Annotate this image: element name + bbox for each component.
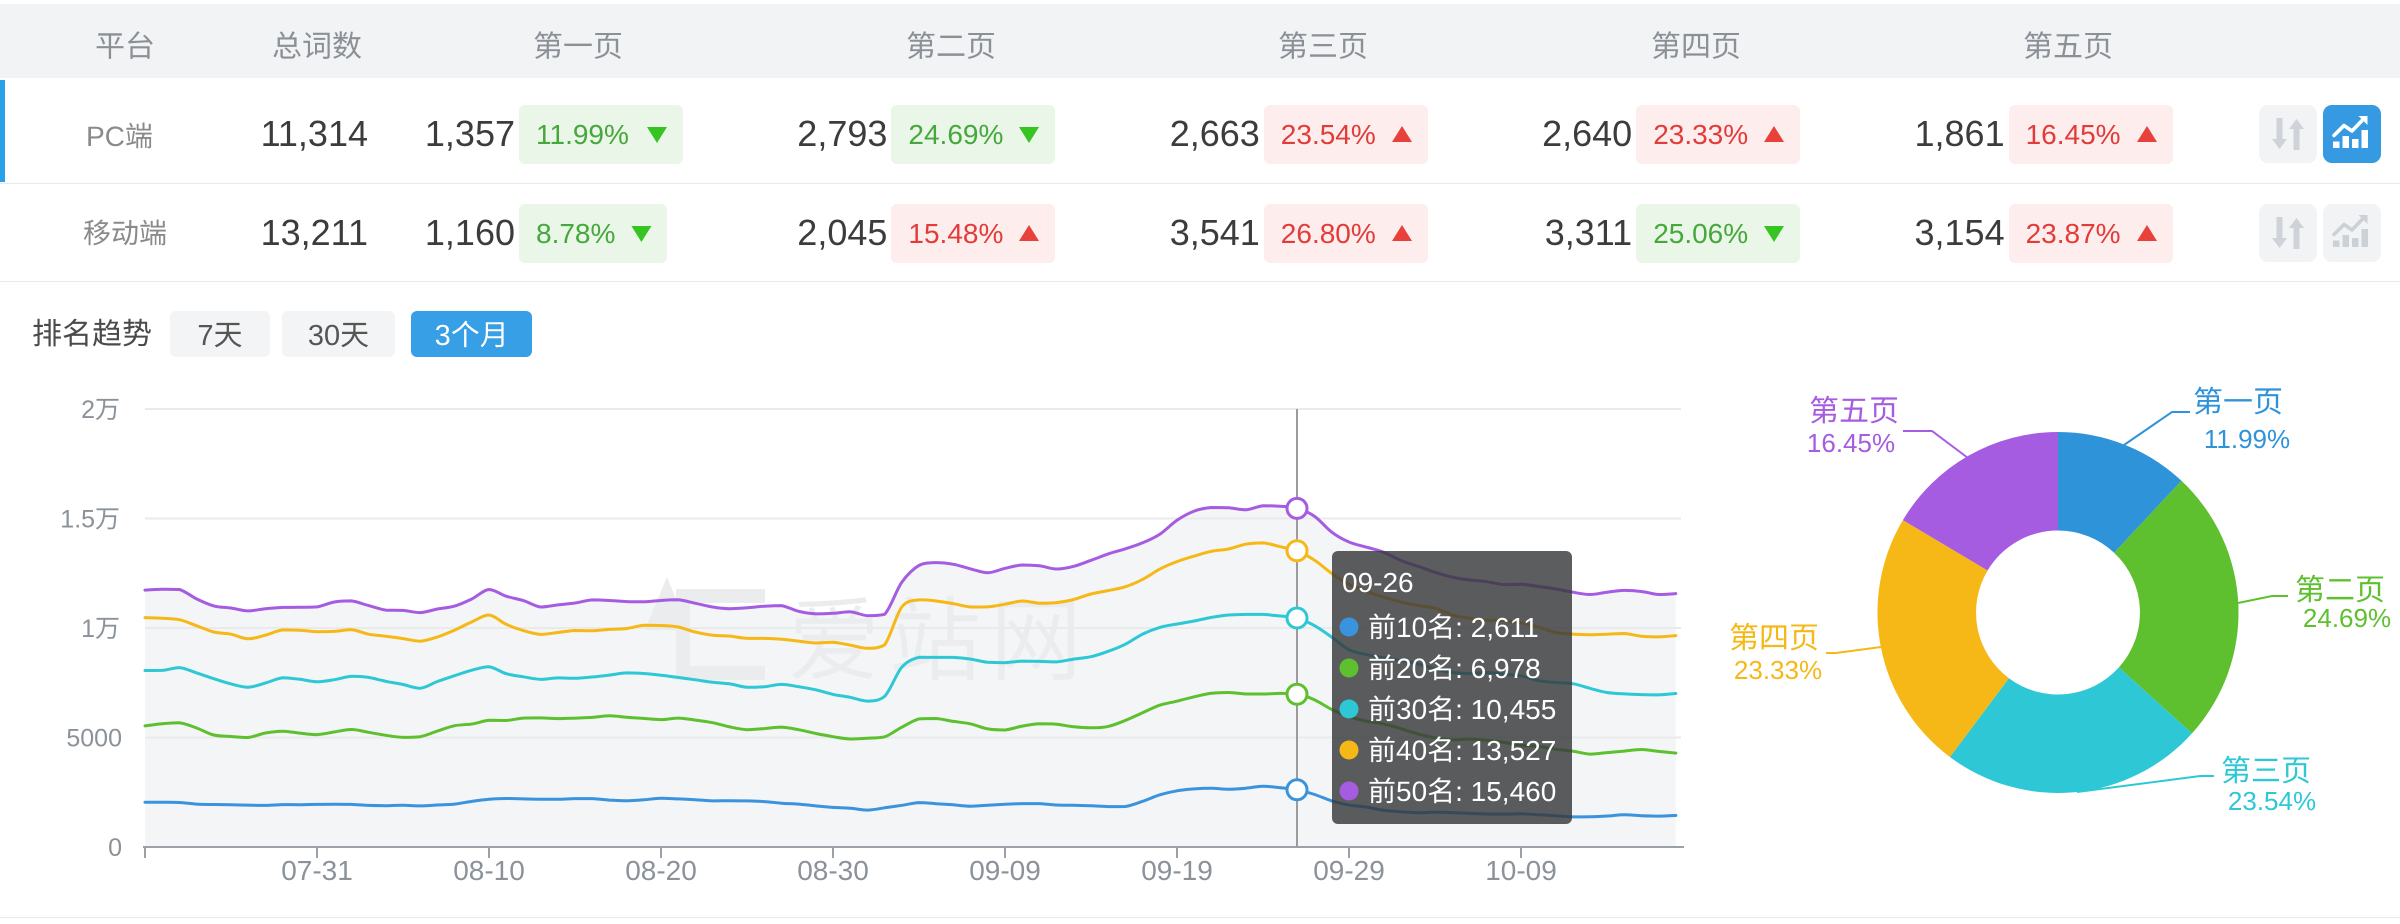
svg-text:: 10,455: : 10,455 xyxy=(1455,694,1556,725)
svg-text:1.5: 1.5 xyxy=(60,506,95,534)
svg-text:08-30: 08-30 xyxy=(797,855,869,886)
svg-text:09-09: 09-09 xyxy=(969,855,1041,886)
svg-text:: 2,611: : 2,611 xyxy=(1455,612,1539,643)
svg-text:: 15,460: : 15,460 xyxy=(1455,776,1556,807)
svg-text:0: 0 xyxy=(108,834,122,862)
svg-text:: 6,978: : 6,978 xyxy=(1455,653,1541,684)
svg-text:1: 1 xyxy=(81,615,95,643)
svg-text:08-20: 08-20 xyxy=(625,855,697,886)
svg-text:16.45%: 16.45% xyxy=(1807,428,1895,458)
svg-text:08-10: 08-10 xyxy=(453,855,525,886)
svg-text:24.69%: 24.69% xyxy=(2303,603,2391,633)
svg-text:2: 2 xyxy=(81,396,95,424)
svg-text:09-26: 09-26 xyxy=(1342,567,1414,598)
svg-text:: 13,527: : 13,527 xyxy=(1455,735,1556,766)
svg-text:09-19: 09-19 xyxy=(1141,855,1213,886)
svg-text:09-29: 09-29 xyxy=(1313,855,1385,886)
svg-text:5000: 5000 xyxy=(66,725,122,753)
svg-text:23.33%: 23.33% xyxy=(1734,655,1822,685)
svg-text:10-09: 10-09 xyxy=(1485,855,1557,886)
svg-text:23.54%: 23.54% xyxy=(2228,786,2316,816)
svg-text:11.99%: 11.99% xyxy=(2204,424,2290,454)
svg-text:07-31: 07-31 xyxy=(281,855,353,886)
